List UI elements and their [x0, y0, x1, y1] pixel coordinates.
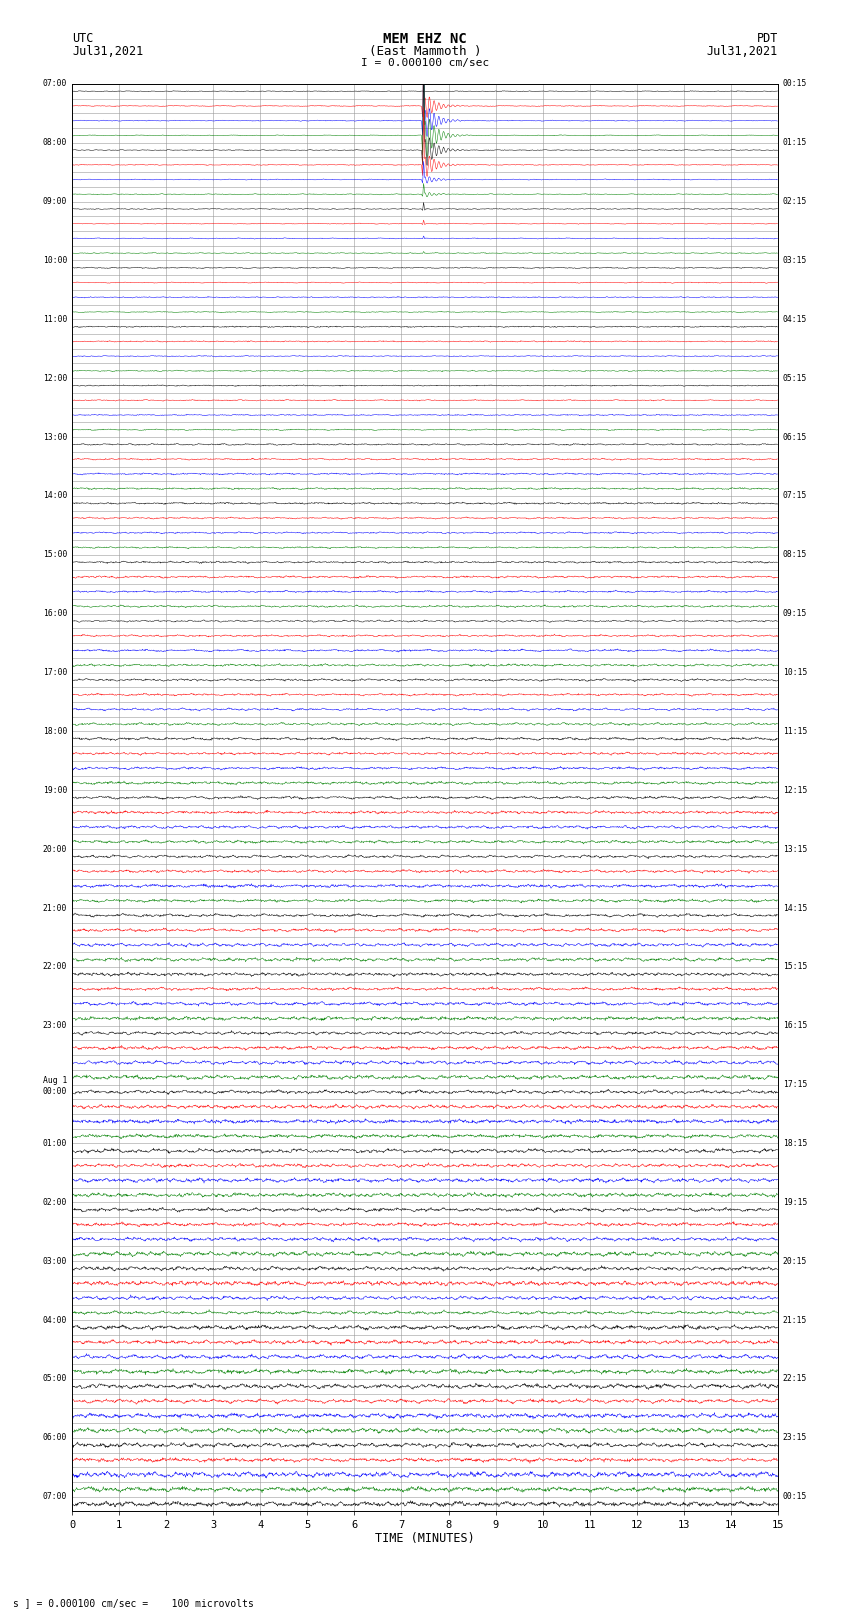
Text: Jul31,2021: Jul31,2021	[706, 45, 778, 58]
Text: (East Mammoth ): (East Mammoth )	[369, 45, 481, 58]
Text: 15:15: 15:15	[783, 963, 807, 971]
Text: 16:00: 16:00	[43, 610, 67, 618]
Text: 07:15: 07:15	[783, 492, 807, 500]
Text: 13:15: 13:15	[783, 845, 807, 853]
Text: 03:15: 03:15	[783, 256, 807, 265]
Text: 09:15: 09:15	[783, 610, 807, 618]
Text: 22:15: 22:15	[783, 1374, 807, 1384]
Text: 19:00: 19:00	[43, 786, 67, 795]
Text: 14:15: 14:15	[783, 903, 807, 913]
Text: 09:00: 09:00	[43, 197, 67, 206]
Text: 06:15: 06:15	[783, 432, 807, 442]
Text: 20:15: 20:15	[783, 1257, 807, 1266]
Text: 23:15: 23:15	[783, 1434, 807, 1442]
Text: 00:00: 00:00	[43, 1087, 67, 1097]
Text: 06:00: 06:00	[43, 1434, 67, 1442]
Text: 07:00: 07:00	[43, 1492, 67, 1502]
Text: 10:15: 10:15	[783, 668, 807, 677]
Text: 10:00: 10:00	[43, 256, 67, 265]
Text: 08:00: 08:00	[43, 139, 67, 147]
Text: 00:15: 00:15	[783, 79, 807, 89]
Text: 01:00: 01:00	[43, 1139, 67, 1148]
Text: Jul31,2021: Jul31,2021	[72, 45, 144, 58]
Text: s ] = 0.000100 cm/sec =    100 microvolts: s ] = 0.000100 cm/sec = 100 microvolts	[13, 1598, 253, 1608]
Text: Aug 1: Aug 1	[43, 1076, 67, 1084]
Text: 11:15: 11:15	[783, 727, 807, 736]
Text: 22:00: 22:00	[43, 963, 67, 971]
Text: 19:15: 19:15	[783, 1198, 807, 1207]
Text: 03:00: 03:00	[43, 1257, 67, 1266]
Text: MEM EHZ NC: MEM EHZ NC	[383, 32, 467, 47]
Text: PDT: PDT	[756, 32, 778, 45]
Text: 23:00: 23:00	[43, 1021, 67, 1031]
Text: 18:15: 18:15	[783, 1139, 807, 1148]
Text: 12:15: 12:15	[783, 786, 807, 795]
Text: 05:00: 05:00	[43, 1374, 67, 1384]
Text: 04:00: 04:00	[43, 1316, 67, 1324]
Text: 04:15: 04:15	[783, 315, 807, 324]
Text: 13:00: 13:00	[43, 432, 67, 442]
Text: 15:00: 15:00	[43, 550, 67, 560]
Text: 21:00: 21:00	[43, 903, 67, 913]
Text: 17:00: 17:00	[43, 668, 67, 677]
Text: 17:15: 17:15	[783, 1081, 807, 1089]
Text: 12:00: 12:00	[43, 374, 67, 382]
Text: 08:15: 08:15	[783, 550, 807, 560]
Text: 20:00: 20:00	[43, 845, 67, 853]
Text: 07:00: 07:00	[43, 79, 67, 89]
Text: 11:00: 11:00	[43, 315, 67, 324]
Text: 00:15: 00:15	[783, 1492, 807, 1502]
Text: 05:15: 05:15	[783, 374, 807, 382]
Text: 02:15: 02:15	[783, 197, 807, 206]
Text: 14:00: 14:00	[43, 492, 67, 500]
Text: 21:15: 21:15	[783, 1316, 807, 1324]
Text: I = 0.000100 cm/sec: I = 0.000100 cm/sec	[361, 58, 489, 68]
Text: UTC: UTC	[72, 32, 94, 45]
Text: 01:15: 01:15	[783, 139, 807, 147]
Text: 02:00: 02:00	[43, 1198, 67, 1207]
Text: 18:00: 18:00	[43, 727, 67, 736]
X-axis label: TIME (MINUTES): TIME (MINUTES)	[375, 1532, 475, 1545]
Text: 16:15: 16:15	[783, 1021, 807, 1031]
